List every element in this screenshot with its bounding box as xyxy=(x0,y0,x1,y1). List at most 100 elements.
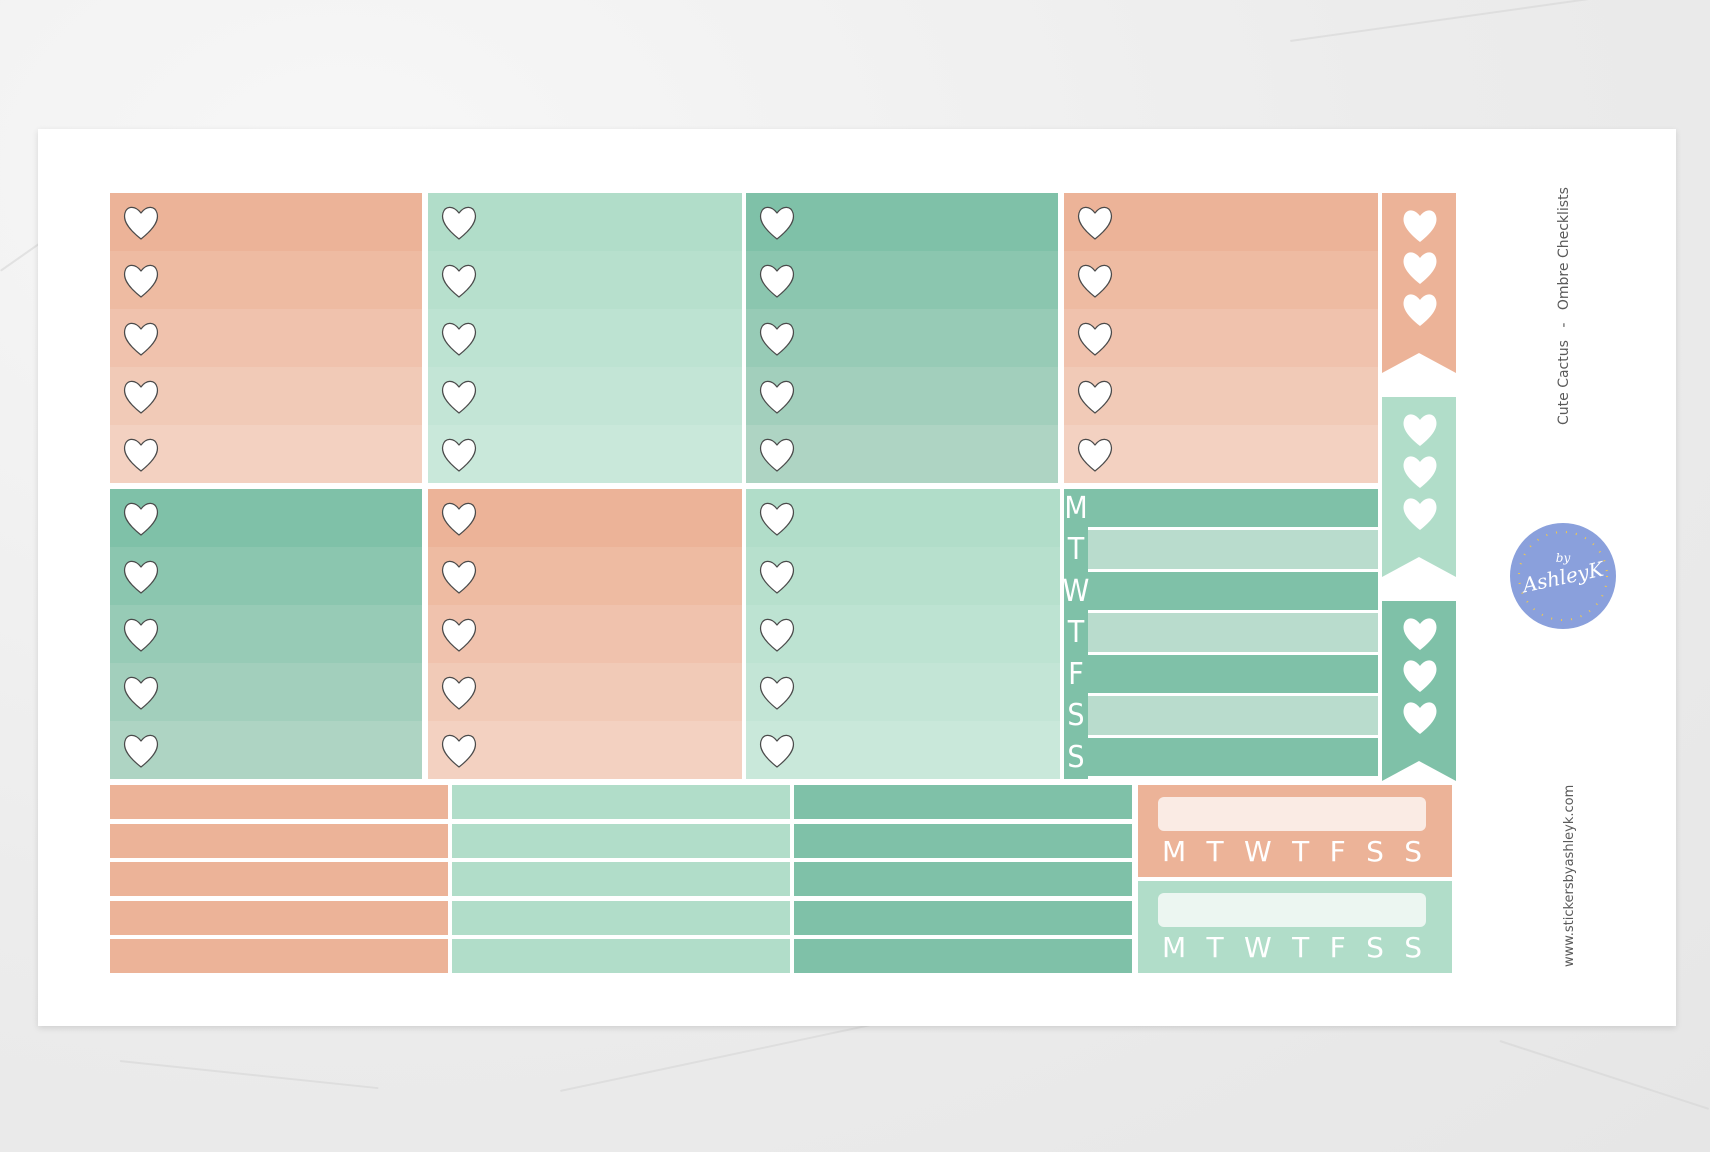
checklist-row xyxy=(1064,309,1378,368)
tracker-day-letter: T xyxy=(1292,835,1310,868)
tracker-day-letter: M xyxy=(1162,931,1187,964)
checklist-row xyxy=(428,721,742,779)
tracker-day-letter: T xyxy=(1206,931,1224,964)
header-strip xyxy=(110,785,448,819)
tracker-day-letter: T xyxy=(1206,835,1224,868)
checklist-row xyxy=(110,425,422,483)
heart-icon xyxy=(438,434,480,474)
sheet-title-separator: - xyxy=(1556,322,1572,328)
tracker-day-letter: S xyxy=(1404,835,1422,868)
header-strip xyxy=(452,939,790,973)
marble-vein xyxy=(1499,1040,1710,1110)
heart-icon xyxy=(756,730,798,770)
weekday-letter: W xyxy=(1064,573,1090,609)
heart-icon xyxy=(1399,247,1441,287)
brand-logo-dots xyxy=(1518,531,1608,621)
heart-icon xyxy=(756,318,798,358)
checklist-box xyxy=(110,489,422,779)
weekday-letter: T xyxy=(1067,532,1085,568)
checklist-row xyxy=(110,663,422,722)
heart-icon xyxy=(438,318,480,358)
marble-vein xyxy=(119,1060,379,1090)
heart-icon xyxy=(1399,493,1441,533)
header-strip xyxy=(794,939,1132,973)
header-strip xyxy=(452,823,790,858)
tracker-day-letter: F xyxy=(1329,931,1346,964)
weekday-letter: T xyxy=(1067,615,1085,651)
heart-icon xyxy=(120,498,162,538)
tracker-write-box xyxy=(1158,893,1426,927)
tracker-day-letter: W xyxy=(1244,835,1272,868)
heart-icon xyxy=(1399,205,1441,245)
checklist-row xyxy=(110,193,422,252)
brand-logo: by AshleyK xyxy=(1510,523,1616,629)
checklist-row xyxy=(746,663,1060,722)
heart-icon xyxy=(756,498,798,538)
checklist-row xyxy=(428,425,742,483)
header-strip xyxy=(110,939,448,973)
weekday-row xyxy=(1064,654,1378,694)
heart-icon xyxy=(756,672,798,712)
checklist-row xyxy=(746,605,1060,664)
heart-icon xyxy=(438,672,480,712)
checklist-row xyxy=(428,309,742,368)
checklist-row xyxy=(428,605,742,664)
website-url: www.stickersbyashleyk.com xyxy=(1562,784,1577,967)
checklist-row xyxy=(746,425,1058,483)
checklist-row xyxy=(110,489,422,548)
heart-icon xyxy=(120,202,162,242)
tracker-day-letter: S xyxy=(1404,931,1422,964)
heart-icon xyxy=(120,672,162,712)
checklist-row xyxy=(428,367,742,426)
heart-icon xyxy=(438,730,480,770)
heart-icon xyxy=(438,498,480,538)
heart-icon xyxy=(438,614,480,654)
checklist-row xyxy=(746,367,1058,426)
checklist-row xyxy=(110,721,422,779)
weekday-row xyxy=(1064,613,1378,652)
heart-icon xyxy=(1399,409,1441,449)
tracker-day-letter: T xyxy=(1292,931,1310,964)
heart-icon xyxy=(1074,318,1116,358)
checklist-row xyxy=(110,309,422,368)
weekday-row xyxy=(1064,489,1378,528)
flag-sticker xyxy=(1382,193,1456,373)
tracker-write-box xyxy=(1158,797,1426,831)
checklist-row xyxy=(746,489,1060,548)
heart-icon xyxy=(438,260,480,300)
heart-icon xyxy=(756,556,798,596)
tracker-day-letter: S xyxy=(1366,835,1384,868)
checklist-row xyxy=(746,251,1058,310)
heart-icon xyxy=(1399,697,1441,737)
header-strip xyxy=(794,900,1132,935)
weekday-row xyxy=(1064,696,1378,735)
heart-icon xyxy=(438,202,480,242)
checklist-row xyxy=(428,193,742,252)
heart-icon xyxy=(1399,613,1441,653)
heart-icon xyxy=(120,318,162,358)
checklist-row xyxy=(110,547,422,606)
header-strip xyxy=(452,900,790,935)
flag-sticker xyxy=(1382,601,1456,781)
checklist-row xyxy=(110,605,422,664)
heart-icon xyxy=(756,202,798,242)
header-strip xyxy=(794,823,1132,858)
heart-icon xyxy=(756,434,798,474)
weekday-letter: S xyxy=(1067,739,1085,775)
heart-icon xyxy=(1399,655,1441,695)
checklist-row xyxy=(428,663,742,722)
heart-icon xyxy=(1074,376,1116,416)
header-strip xyxy=(110,862,448,896)
tracker-day-letter: W xyxy=(1244,931,1272,964)
header-strip xyxy=(452,785,790,819)
tracker-day-letter: M xyxy=(1162,835,1187,868)
checklist-row xyxy=(746,721,1060,779)
header-strip xyxy=(794,785,1132,819)
tracker-day-letter: S xyxy=(1366,931,1384,964)
weekday-row xyxy=(1064,571,1378,611)
heart-icon xyxy=(120,730,162,770)
